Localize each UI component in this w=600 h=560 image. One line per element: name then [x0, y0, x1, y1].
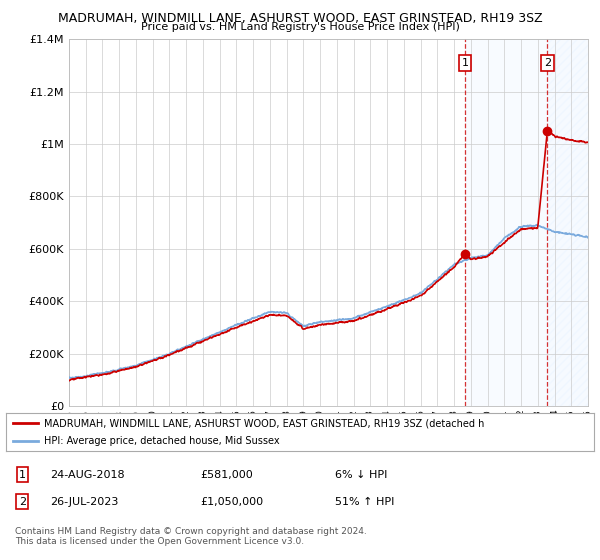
Text: HPI: Average price, detached house, Mid Sussex: HPI: Average price, detached house, Mid …: [44, 436, 280, 446]
Bar: [465, 39, 547, 406]
Text: 6% ↓ HPI: 6% ↓ HPI: [335, 470, 388, 480]
Text: Contains HM Land Registry data © Crown copyright and database right 2024.
This d: Contains HM Land Registry data © Crown c…: [15, 527, 367, 546]
Text: MADRUMAH, WINDMILL LANE, ASHURST WOOD, EAST GRINSTEAD, RH19 3SZ: MADRUMAH, WINDMILL LANE, ASHURST WOOD, E…: [58, 12, 542, 25]
Text: £1,050,000: £1,050,000: [200, 497, 263, 507]
Text: MADRUMAH, WINDMILL LANE, ASHURST WOOD, EAST GRINSTEAD, RH19 3SZ (detached h: MADRUMAH, WINDMILL LANE, ASHURST WOOD, E…: [44, 418, 485, 428]
Text: 51% ↑ HPI: 51% ↑ HPI: [335, 497, 395, 507]
Text: 1: 1: [461, 58, 469, 68]
Text: 24-AUG-2018: 24-AUG-2018: [50, 470, 125, 480]
Text: 2: 2: [544, 58, 551, 68]
Text: 2: 2: [19, 497, 26, 507]
Text: 1: 1: [19, 470, 26, 480]
Bar: [547, 39, 588, 406]
Text: £581,000: £581,000: [200, 470, 253, 480]
Text: 26-JUL-2023: 26-JUL-2023: [50, 497, 118, 507]
Text: Price paid vs. HM Land Registry's House Price Index (HPI): Price paid vs. HM Land Registry's House …: [140, 22, 460, 32]
